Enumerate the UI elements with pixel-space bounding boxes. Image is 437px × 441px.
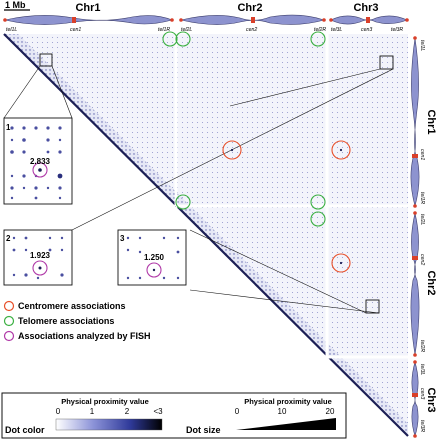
legend-fish-label: Associations analyzed by FISH [18, 331, 151, 341]
chr2-vertical-ideogram [410, 212, 420, 356]
top-tel2R-label: tel2R [314, 27, 326, 33]
dot-size-tick-2: 20 [326, 407, 335, 416]
legend-centromere-circle [3, 300, 15, 312]
dot-size-ticks: 0 10 20 [235, 407, 335, 416]
right-cen2-label: cen2 [419, 254, 425, 265]
zoom-box-2 [379, 55, 394, 70]
right-tel3L-label: tel3L [419, 364, 425, 375]
chr3-telomere-left [329, 18, 333, 22]
dot-color-tick-0: 0 [56, 407, 61, 416]
chr1-telomere-right [170, 18, 174, 22]
proximity-legend-box [1, 392, 347, 439]
inset-1: 1 2.833 [3, 117, 73, 205]
dot-color-label: Dot color [5, 425, 45, 435]
chr3-telomere-right [405, 18, 409, 22]
centromere-association-circles [222, 140, 351, 273]
top-chr1-name: Chr1 [75, 2, 100, 14]
dot-size-label: Dot size [186, 425, 221, 435]
zoom-box-1 [39, 53, 53, 67]
top-tel2L-label: tel2L [181, 27, 192, 33]
right-tel2L-label: tel2L [419, 214, 425, 225]
legend-telomere-label: Telomere associations [18, 316, 114, 326]
dot-color-legend-title: Physical proximity value [61, 397, 149, 406]
right-chr2-name: Chr2 [425, 270, 437, 295]
association-legend: Centromere associations Telomere associa… [3, 300, 151, 342]
zoom-box-3 [365, 299, 380, 314]
chr1-vertical-ideogram [410, 37, 420, 208]
chr1-ideogram [4, 15, 173, 25]
legend-fish-circle [3, 330, 15, 342]
telomere-association-circles [162, 31, 326, 227]
inset-2-value: 1.923 [30, 251, 51, 260]
top-tel3R-label: tel3R [391, 27, 403, 33]
inset-3: 3 1.250 [117, 229, 187, 286]
dot-color-ticks: 0 1 2 <3 [56, 407, 163, 416]
right-tel1R-label: tel1R [419, 192, 425, 204]
top-cen2-label: cen2 [246, 27, 257, 33]
top-chromosome-ideograms [3, 14, 409, 25]
dot-color-tick-2: 2 [125, 407, 130, 416]
right-chr3-name: Chr3 [425, 387, 437, 412]
top-cen1-label: cen1 [70, 27, 81, 33]
inset-1-index: 1 [6, 123, 11, 132]
top-tel1R-label: tel1R [158, 27, 170, 33]
legend-centromere-label: Centromere associations [18, 301, 126, 311]
scale-bar-label: 1 Mb [5, 0, 26, 10]
right-tel3R-label: tel3R [419, 420, 425, 432]
dot-color-tick-1: 1 [90, 407, 95, 416]
top-marker-labels: tel1L cen1 tel1R tel2L cen2 tel2R tel3L … [6, 27, 403, 33]
chr1-centromere-marker [72, 17, 76, 23]
lower-left-blank [0, 38, 404, 441]
inset-3-value: 1.250 [144, 253, 165, 262]
chr3-vertical-ideogram [411, 360, 419, 438]
chr2-telomere-left [179, 18, 183, 22]
top-chr2-name: Chr2 [237, 2, 262, 14]
top-tel1L-label: tel1L [6, 27, 17, 33]
right-chr1-name: Chr1 [425, 109, 437, 134]
contact-map-diagonal [3, 33, 409, 437]
top-tel3L-label: tel3L [331, 27, 342, 33]
inset-2: 2 1.923 [3, 229, 73, 286]
dot-size-tick-0: 0 [235, 407, 240, 416]
right-chromosome-ideograms [410, 36, 420, 438]
chr2-centromere-marker [251, 17, 255, 23]
chr1-telomere-left [3, 18, 7, 22]
top-cen3-label: cen3 [361, 27, 372, 33]
dot-size-wedge [236, 418, 336, 430]
dot-color-gradient [55, 418, 163, 431]
centromere-association-dots [230, 148, 343, 265]
right-cen1-label: cen1 [419, 149, 425, 160]
inset-2-index: 2 [6, 234, 11, 243]
inset-3-index: 3 [120, 234, 125, 243]
chr2-telomere-right [322, 18, 326, 22]
right-tel1L-label: tel1L [419, 40, 425, 51]
right-marker-labels: tel1L cen1 tel1R tel2L cen2 tel2R tel3L … [419, 40, 425, 432]
inset-1-value: 2.833 [30, 157, 51, 166]
chr3-centromere-marker [366, 17, 370, 23]
dot-size-legend-title: Physical proximity value [244, 397, 332, 406]
dot-size-tick-1: 10 [278, 407, 287, 416]
dot-color-tick-3: <3 [153, 407, 163, 416]
right-tel2R-label: tel2R [419, 340, 425, 352]
top-chr3-name: Chr3 [353, 2, 378, 14]
block-separators [174, 34, 408, 359]
legend-telomere-circle [3, 315, 15, 327]
right-cen3-label: cen3 [419, 388, 425, 399]
